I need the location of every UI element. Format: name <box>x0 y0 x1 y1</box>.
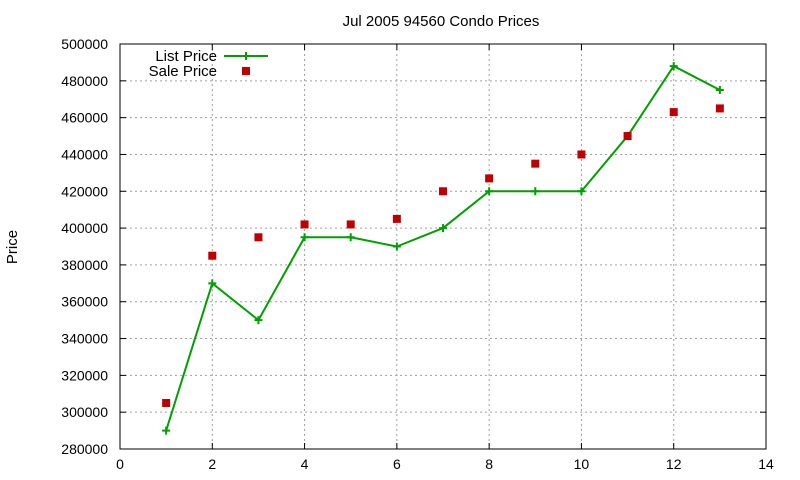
sale-price-point <box>577 150 586 159</box>
sale-price-point <box>346 220 355 229</box>
sale-price-point <box>715 104 724 113</box>
list-price-point <box>715 86 724 95</box>
y-tick-label: 340000 <box>61 331 108 347</box>
y-axis-label: Price <box>4 230 21 264</box>
y-tick-label: 300000 <box>61 404 108 420</box>
list-price-point <box>254 316 263 325</box>
y-tick-label: 440000 <box>61 146 108 162</box>
list-price-line <box>165 64 721 431</box>
y-tick-label: 380000 <box>61 257 108 273</box>
legend-label: List Price <box>155 48 217 65</box>
list-price-point <box>392 242 401 251</box>
sale-price-point <box>392 214 401 223</box>
x-tick-label: 10 <box>574 456 590 472</box>
y-tick-label: 500000 <box>61 36 108 52</box>
x-tick-label: 14 <box>758 456 774 472</box>
chart-title: Jul 2005 94560 Condo Prices <box>343 13 540 30</box>
sale-price-point <box>254 233 263 242</box>
legend-label: Sale Price <box>149 63 217 80</box>
x-tick-label: 6 <box>393 456 401 472</box>
x-tick-label: 4 <box>301 456 309 472</box>
sale-price-point <box>162 398 171 407</box>
y-tick-label: 460000 <box>61 110 108 126</box>
list-price-point <box>577 187 586 196</box>
y-tick-label: 420000 <box>61 183 108 199</box>
list-price-point <box>669 62 678 71</box>
sale-price-point <box>669 108 678 117</box>
y-tick-label: 280000 <box>61 441 108 457</box>
sale-price-point <box>439 187 447 196</box>
legend-swatch-cross <box>242 52 250 60</box>
y-tick-label: 320000 <box>61 367 108 383</box>
x-tick-label: 0 <box>116 456 124 472</box>
list-price-point <box>485 187 494 196</box>
x-tick-label: 8 <box>485 456 493 472</box>
list-price-point <box>162 426 171 435</box>
list-price-point <box>208 279 217 288</box>
sale-price-point <box>623 132 632 141</box>
plot-frame <box>119 43 767 450</box>
y-tick-label: 400000 <box>61 220 108 236</box>
list-price-point <box>531 187 540 196</box>
sale-price-point <box>531 159 540 168</box>
y-tick-label: 360000 <box>61 294 108 310</box>
list-price-point <box>346 233 355 242</box>
sale-price-point <box>485 174 494 183</box>
x-tick-label: 2 <box>208 456 216 472</box>
sale-price-point <box>300 220 309 229</box>
grid <box>120 44 766 449</box>
list-price-point <box>300 233 309 242</box>
y-tick-label: 480000 <box>61 73 108 89</box>
sale-price-point <box>208 251 217 260</box>
legend-swatch-square <box>242 67 250 75</box>
series-sale-price <box>162 104 724 407</box>
list-price-point <box>439 224 447 233</box>
x-tick-label: 12 <box>666 456 682 472</box>
series-layer <box>162 62 724 435</box>
